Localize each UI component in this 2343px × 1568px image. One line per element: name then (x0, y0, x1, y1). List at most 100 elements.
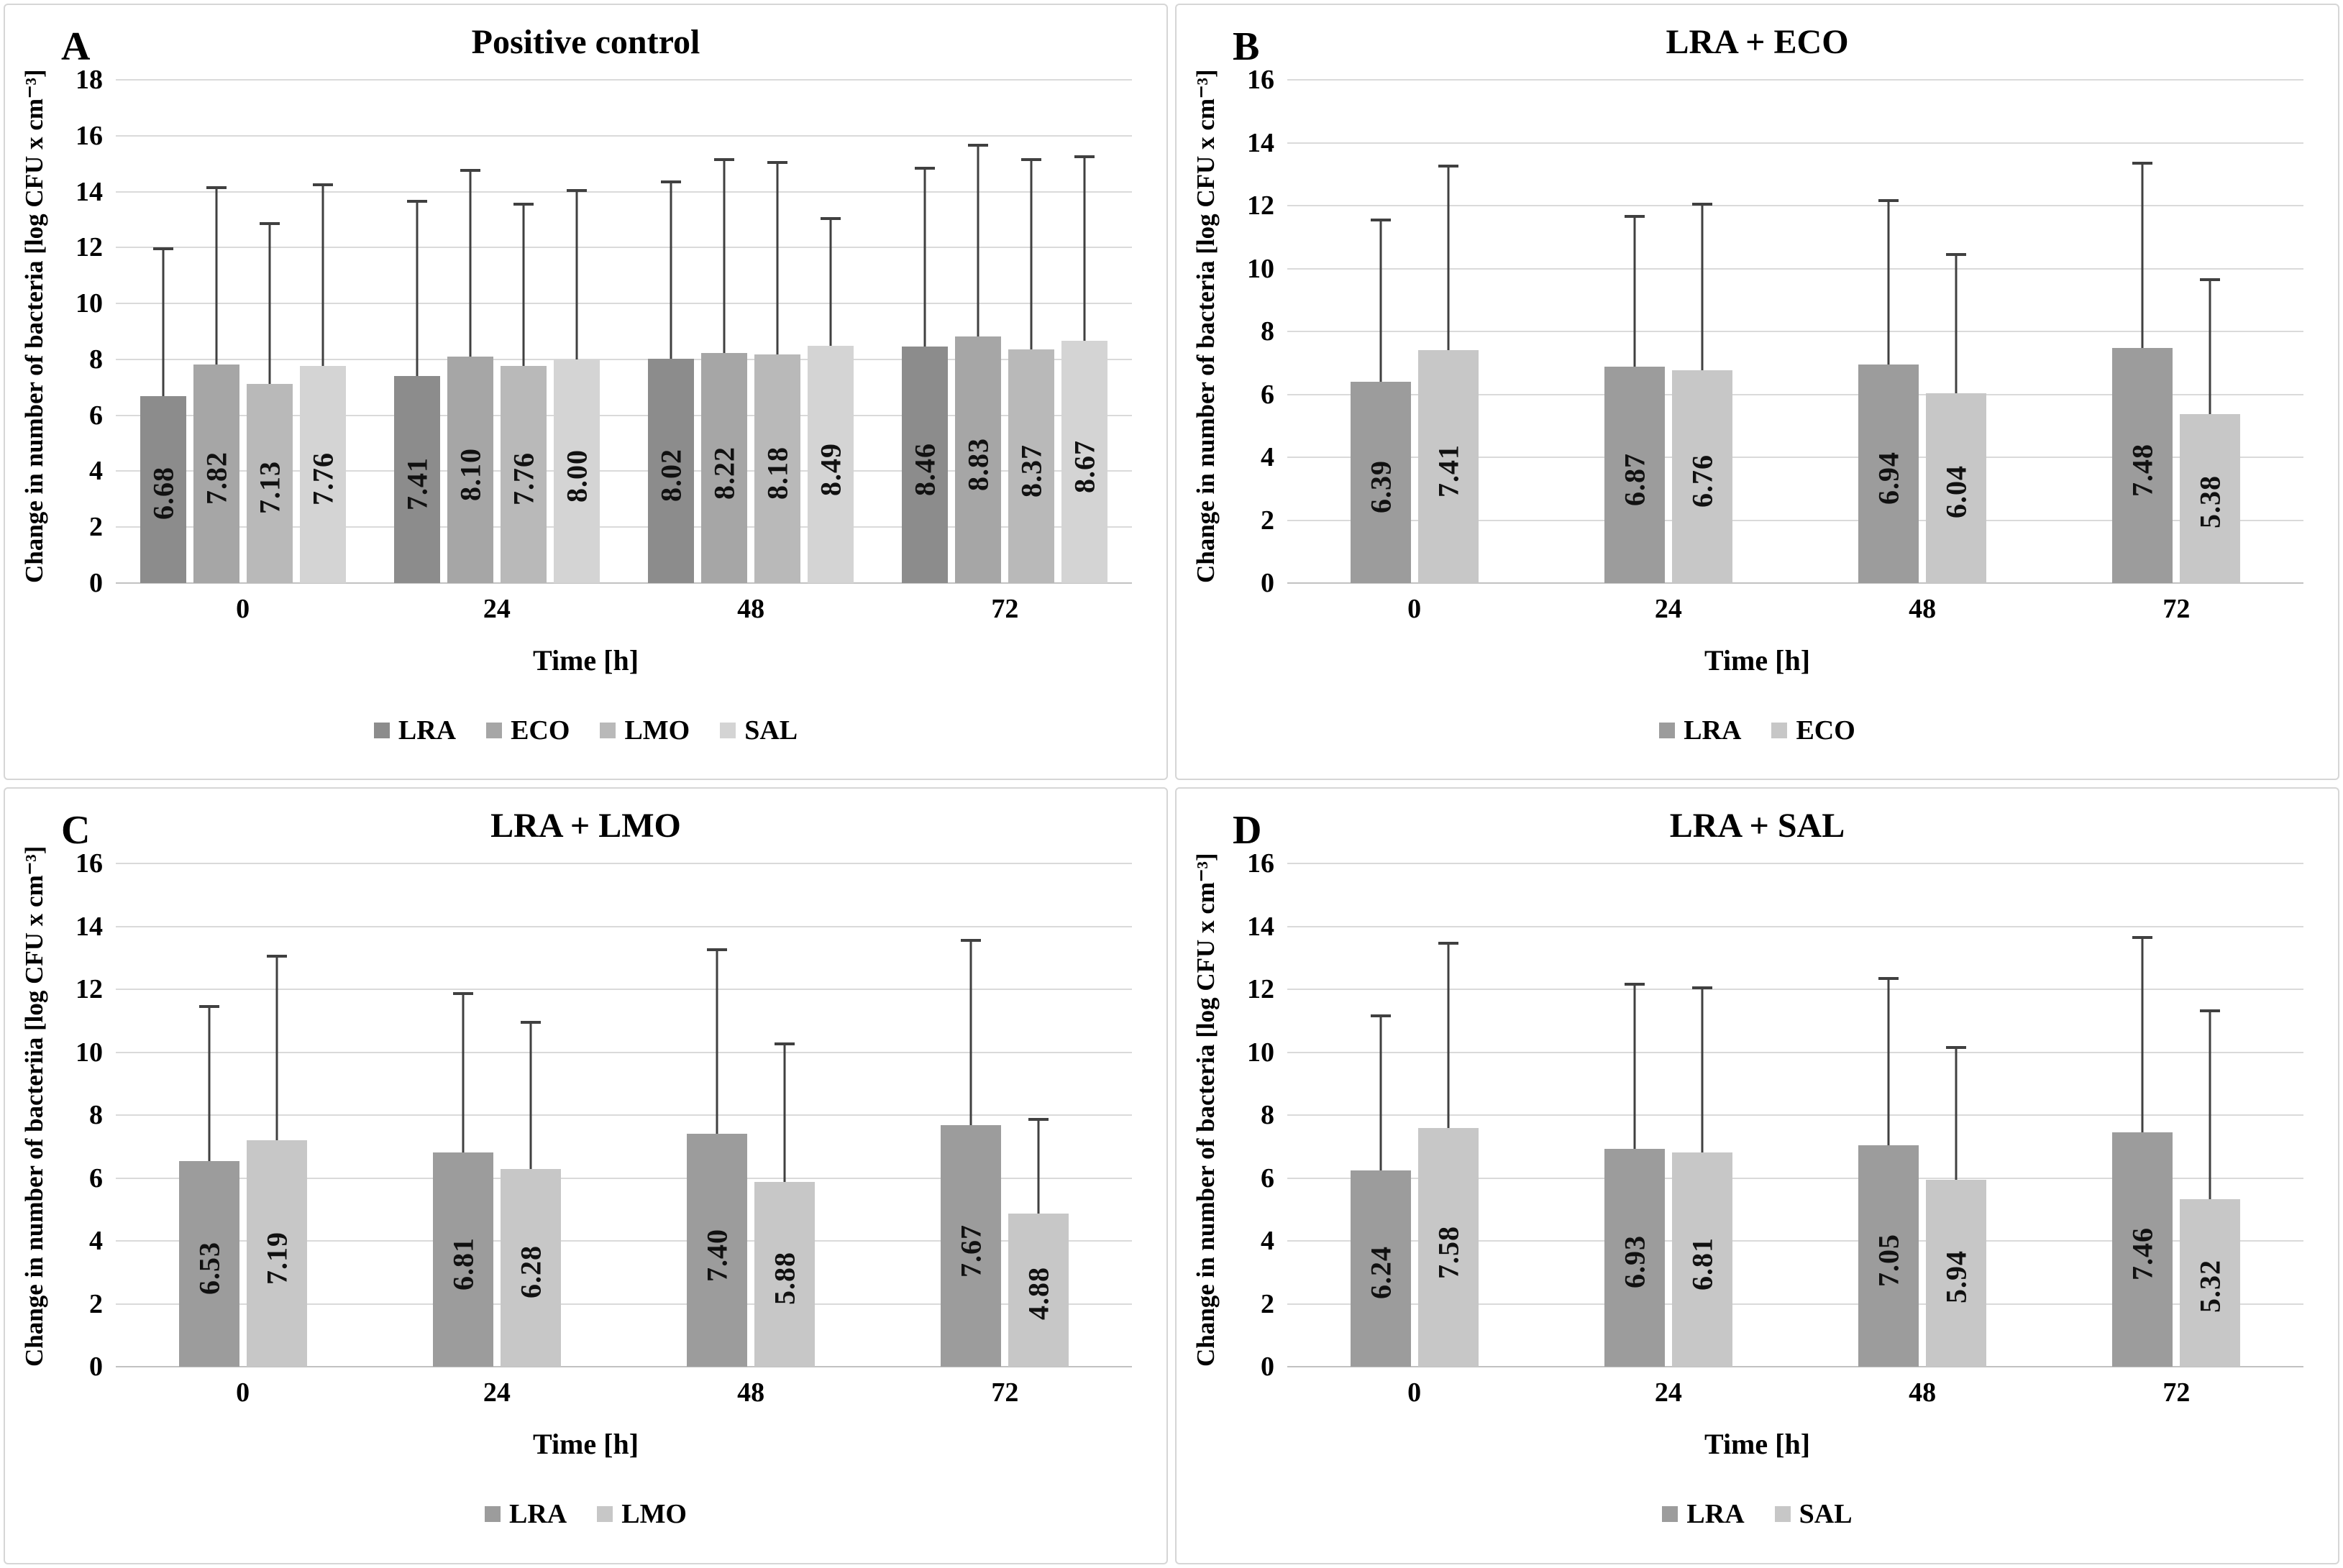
bar-value-label: 6.81 (1686, 1237, 1719, 1290)
y-tick-label: 12 (76, 974, 103, 1004)
error-bar (266, 954, 287, 1141)
y-tick-label: 8 (1261, 316, 1274, 347)
bar: 7.76 (299, 183, 346, 583)
bar-value-label: 7.76 (507, 452, 540, 506)
error-bar-cap (520, 1020, 541, 1024)
error-bar-cap (460, 169, 480, 173)
legend-item: LMO (600, 715, 690, 746)
error-bar (1438, 165, 1458, 350)
bar: 8.46 (902, 166, 949, 583)
error-bar-cap (513, 203, 534, 206)
bar-value-label: 7.41 (401, 457, 434, 510)
error-bar-line (923, 166, 926, 347)
x-axis-ticks: 0 24 48 72 (1287, 593, 2303, 625)
error-bar-cap (707, 948, 728, 952)
panel-lra-sal: D LRA + SAL Change in number of bacteria… (1175, 787, 2339, 1564)
y-tick-label: 12 (1247, 974, 1274, 1004)
bar: 6.24 (1350, 1014, 1411, 1367)
panel-letter: B (1233, 24, 1260, 69)
y-tick-label: 16 (1247, 65, 1274, 95)
bar-value-label: 6.76 (1686, 454, 1719, 508)
bar-group: 8.46 8.83 8.37 8.67 (878, 80, 1132, 583)
gridline (116, 1303, 1132, 1305)
y-tick-label: 2 (1261, 1288, 1274, 1319)
y-tick-label: 12 (1247, 191, 1274, 221)
y-tick-label: 8 (89, 1100, 103, 1130)
bar: 7.13 (246, 222, 293, 583)
bar-group: 6.93 6.81 (1541, 863, 1795, 1367)
error-bar-line (2141, 935, 2144, 1132)
error-bar-line (783, 1042, 786, 1182)
gridline (1287, 925, 2303, 927)
error-bar (1370, 218, 1391, 382)
gridline (116, 134, 1132, 137)
legend-swatch (486, 723, 503, 738)
panel-letter: A (61, 24, 91, 69)
bar: 6.28 (500, 1020, 561, 1367)
error-bar-cap (1438, 942, 1458, 945)
bar-group: 8.02 8.22 8.18 8.49 (624, 80, 878, 583)
error-bar-cap (1946, 252, 1967, 256)
legend-swatch (720, 723, 736, 738)
legend-item: LRA (484, 1498, 567, 1530)
error-bar-line (522, 203, 525, 367)
y-axis-label: Change in number of bacteria [log CFU x … (1192, 853, 1220, 1367)
error-bar-line (1633, 215, 1636, 367)
error-bar (1878, 199, 1899, 365)
error-bar-line (829, 216, 832, 346)
error-bar-line (529, 1020, 532, 1170)
bar: 7.76 (500, 203, 547, 583)
bar: 5.32 (2180, 1009, 2241, 1367)
bar-value-label: 8.49 (814, 442, 847, 496)
error-bar (520, 1020, 541, 1170)
bar-value-label: 5.32 (2193, 1260, 2226, 1313)
gridline (116, 582, 1132, 584)
bar: 8.22 (701, 157, 748, 583)
gridline (116, 863, 1132, 864)
y-tick-label: 4 (1261, 1226, 1274, 1256)
bar: 4.88 (1008, 1118, 1069, 1367)
chart-area: Change in number of bacteria [log CFU x … (20, 66, 1132, 597)
error-bar-line (2141, 161, 2144, 348)
bar-group: 7.67 4.88 (878, 863, 1132, 1367)
x-tick-label: 24 (483, 594, 511, 624)
bar: 7.82 (193, 185, 239, 583)
legend-item: LRA (373, 715, 456, 746)
gridline (116, 1114, 1132, 1116)
x-tick-label: 0 (236, 594, 250, 624)
error-bar-line (1887, 976, 1890, 1145)
gridline (116, 414, 1132, 416)
error-bar (767, 160, 788, 354)
bar-value-label: 7.40 (700, 1228, 734, 1282)
bar-value-label: 5.88 (768, 1251, 801, 1305)
bar-group: 6.68 7.82 7.13 7.76 (116, 80, 370, 583)
bar-value-label: 7.48 (2126, 443, 2159, 497)
bar: 8.10 (447, 169, 493, 583)
gridline (1287, 1177, 2303, 1179)
error-bar-line (1701, 986, 1704, 1153)
gridline (1287, 457, 2303, 458)
legend: LRA ECO LMO SAL (5, 715, 1166, 746)
y-tick-label: 6 (89, 400, 103, 431)
legend-swatch (1771, 723, 1788, 738)
x-tick-label: 0 (1407, 1377, 1422, 1408)
gridline (1287, 1114, 2303, 1116)
error-bar (1946, 1045, 1967, 1180)
x-tick-label: 72 (2162, 594, 2191, 624)
gridline (116, 925, 1132, 927)
error-bar-cap (312, 183, 333, 186)
error-bar-cap (915, 166, 936, 170)
legend: LRA SAL (1177, 1498, 2338, 1530)
legend-label: LRA (1684, 715, 1742, 746)
error-bar-line (575, 188, 578, 359)
legend-swatch (373, 723, 390, 738)
gridline (116, 989, 1132, 990)
error-bar (566, 188, 587, 359)
error-bar-cap (259, 222, 280, 226)
bar-value-label: 6.87 (1618, 452, 1651, 506)
y-tick-label: 6 (1261, 379, 1274, 410)
bar-group: 6.24 7.58 (1287, 863, 1541, 1367)
y-tick-label: 4 (89, 456, 103, 487)
y-tick-label: 10 (76, 288, 103, 319)
panel-title: LRA + SAL (1669, 807, 1845, 845)
